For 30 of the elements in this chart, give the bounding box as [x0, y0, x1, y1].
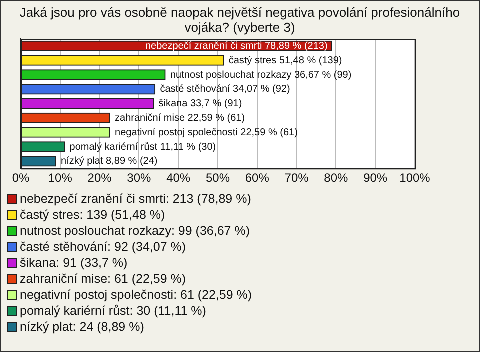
- x-tick-label: 20%: [88, 171, 112, 186]
- legend-label: zahraniční mise: 61 (22,59 %): [20, 271, 186, 287]
- legend-label: časté stěhování: 92 (34,07 %): [20, 239, 186, 255]
- data-label: negativní postoj společnosti 22,59 % (61): [115, 127, 298, 138]
- data-label: pomalý kariérní růst 11,11 % (30): [70, 140, 216, 153]
- x-tick-label: 60%: [245, 171, 270, 186]
- data-label: nebezpečí zranění či smrti 78,89 % (213): [146, 40, 328, 52]
- legend-label: nízký plat: 24 (8,89 %): [20, 319, 144, 335]
- data-label: nízký plat 8,89 % (24): [61, 156, 158, 168]
- legend-label: pomalý kariérní růst: 30 (11,11 %): [20, 303, 206, 319]
- x-tick-label: 90%: [364, 171, 388, 186]
- legend-label: nebezpečí zranění či smrti: 213 (78,89 %): [20, 191, 252, 207]
- legend-label: negativní postoj společnosti: 61 (22,59 %): [20, 287, 252, 303]
- legend-label: nutnost poslouchat rozkazy: 99 (36,67 %): [20, 223, 250, 239]
- x-tick-label: 80%: [324, 171, 349, 186]
- data-label: nutnost poslouchat rozkazy 36,67 % (99): [170, 70, 352, 81]
- legend-label: častý stres: 139 (51,48 %): [20, 207, 166, 223]
- chart-title: Jaká jsou pro vás osobně naopak největší negativa povolání profesionálního vojáka? (vyberte 3): [18, 5, 462, 35]
- data-label: časté stěhování 34,07 % (92): [160, 84, 290, 96]
- x-tick-label: 10%: [48, 171, 73, 186]
- data-label: šikana 33,7 % (91): [158, 98, 242, 110]
- x-tick-label: 50%: [206, 171, 230, 186]
- x-tick-label: 0%: [12, 171, 30, 186]
- x-tick-label: 100%: [400, 171, 431, 186]
- x-tick-label: 30%: [127, 171, 152, 186]
- legend-label: šikana: 91 (33,7 %): [20, 255, 128, 271]
- data-label: častý stres 51,48 % (139): [228, 55, 342, 66]
- data-label: zahraniční mise 22,59 % (61): [115, 112, 246, 124]
- x-tick-label: 70%: [284, 171, 310, 186]
- x-tick-label: 40%: [166, 171, 191, 186]
